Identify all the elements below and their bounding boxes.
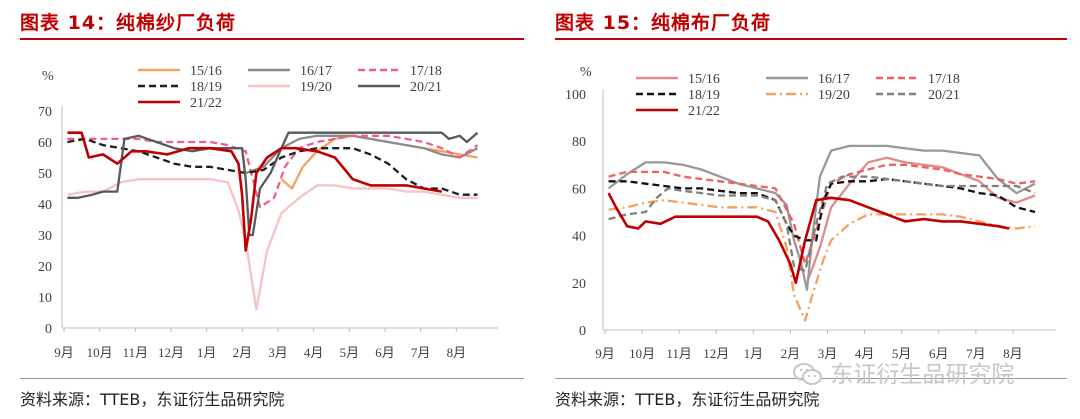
legend-label: 16/17	[300, 64, 332, 79]
x-tick-label: 3月	[818, 346, 838, 361]
x-tick-label: 5月	[892, 346, 912, 361]
y-tick-label: 50	[38, 167, 52, 182]
x-tick-label: 11月	[666, 346, 692, 361]
x-tick-label: 11月	[123, 345, 149, 360]
series-line-19-20	[608, 199, 1036, 322]
x-tick-label: 10月	[87, 345, 113, 360]
y-tick-label: 70	[38, 105, 52, 120]
series-line-16-17	[245, 134, 479, 175]
legend-label: 19/20	[300, 80, 332, 95]
legend-item-19-20: 19/20	[248, 80, 332, 95]
x-tick-label: 12月	[158, 345, 184, 360]
x-tick-label: 10月	[629, 346, 655, 361]
y-tick-label: 10	[38, 291, 52, 306]
y-tick-label: 0	[45, 322, 52, 337]
legend-item-19-20: 19/20	[766, 88, 850, 103]
y-tick-label: 80	[572, 135, 586, 150]
legend-item-21-22: 21/22	[138, 96, 222, 111]
legend-item-16-17: 16/17	[248, 64, 332, 79]
x-tick-label: 7月	[411, 345, 431, 360]
series-line-20-21	[608, 175, 1036, 273]
series-line-17-18	[67, 134, 479, 209]
legend-item-20-21: 20/21	[358, 80, 442, 95]
x-tick-label: 3月	[268, 345, 288, 360]
legend-item-15-16: 15/16	[636, 72, 720, 87]
y-axis-unit: %	[42, 69, 54, 84]
watermark-text: 东证衍生品研究院	[830, 362, 1015, 388]
legend-item-16-17: 16/17	[766, 72, 850, 87]
x-tick-label: 9月	[595, 346, 615, 361]
series-line-17-18	[608, 163, 1036, 266]
series-line-19-20	[67, 178, 478, 311]
x-tick-label: 9月	[54, 345, 74, 360]
legend-item-20-21: 20/21	[876, 88, 960, 103]
legend-label: 20/21	[410, 80, 442, 95]
legend-item-21-22: 21/22	[636, 104, 720, 119]
x-tick-label: 1月	[744, 346, 764, 361]
legend-label: 21/22	[190, 96, 222, 111]
y-tick-label: 40	[572, 230, 586, 245]
y-tick-label: 30	[38, 229, 52, 244]
y-tick-label: 40	[38, 198, 52, 213]
y-tick-label: 0	[579, 324, 586, 339]
y-tick-label: 20	[38, 260, 52, 275]
legend-label: 20/21	[928, 88, 960, 103]
legend-item-17-18: 17/18	[876, 72, 960, 87]
right-source-text: 资料来源：TTEB，东证衍生品研究院	[555, 390, 820, 409]
legend-label: 18/19	[688, 88, 720, 103]
right-chart: % 0 20 40 60 80 100 9月 10月 11月 12月 1月 2月 3月 4月 5月 6月 7月 8月…	[565, 65, 1056, 361]
y-tick-label: 20	[572, 277, 586, 292]
left-chart: % 0 10 20 30 40 50 60 70 9月 10月 11月 12月 1月 2月 3月 4月 5月 6月 7…	[38, 64, 498, 360]
series-line-21-22	[67, 131, 443, 252]
legend-label: 19/20	[818, 88, 850, 103]
x-tick-label: 5月	[340, 345, 360, 360]
legend-label: 17/18	[928, 72, 960, 87]
x-tick-label: 12月	[703, 346, 729, 361]
right-title-rule	[555, 38, 1067, 40]
legend-item-18-19: 18/19	[636, 88, 720, 103]
series-line-21-22	[607, 192, 1010, 285]
x-tick-label: 2月	[781, 346, 801, 361]
y-tick-label: 100	[565, 88, 586, 103]
y-tick-label: 60	[38, 136, 52, 151]
legend-item-17-18: 17/18	[358, 64, 442, 79]
x-tick-label: 6月	[929, 346, 949, 361]
x-tick-label: 7月	[966, 346, 986, 361]
series-line-18-19	[608, 177, 1036, 242]
watermark: 东证衍生品研究院	[793, 355, 1014, 389]
legend-item-18-19: 18/19	[138, 80, 222, 95]
legend-label: 15/16	[688, 72, 720, 87]
x-tick-label: 8月	[1003, 346, 1023, 361]
x-tick-label: 6月	[375, 345, 395, 360]
left-chart-title: 图表 14：纯棉纱厂负荷	[20, 12, 237, 34]
legend-item-15-16: 15/16	[138, 64, 222, 79]
series-line-16-17	[607, 144, 1036, 292]
x-tick-label: 4月	[304, 345, 324, 360]
wechat-icon	[793, 363, 822, 385]
legend-label: 16/17	[818, 72, 850, 87]
x-tick-label: 4月	[855, 346, 875, 361]
legend-label: 18/19	[190, 80, 222, 95]
left-source-text: 资料来源：TTEB，东证衍生品研究院	[20, 390, 285, 409]
y-axis-unit: %	[580, 65, 592, 80]
legend-label: 15/16	[190, 64, 222, 79]
left-source-rule	[20, 378, 524, 379]
x-tick-label: 8月	[447, 345, 467, 360]
y-tick-label: 60	[572, 182, 586, 197]
x-tick-label: 2月	[233, 345, 253, 360]
right-chart-title: 图表 15：纯棉布厂负荷	[555, 12, 772, 34]
left-title-rule	[20, 38, 524, 40]
x-tick-label: 1月	[197, 345, 217, 360]
legend-label: 21/22	[688, 104, 720, 119]
legend-label: 17/18	[410, 64, 442, 79]
